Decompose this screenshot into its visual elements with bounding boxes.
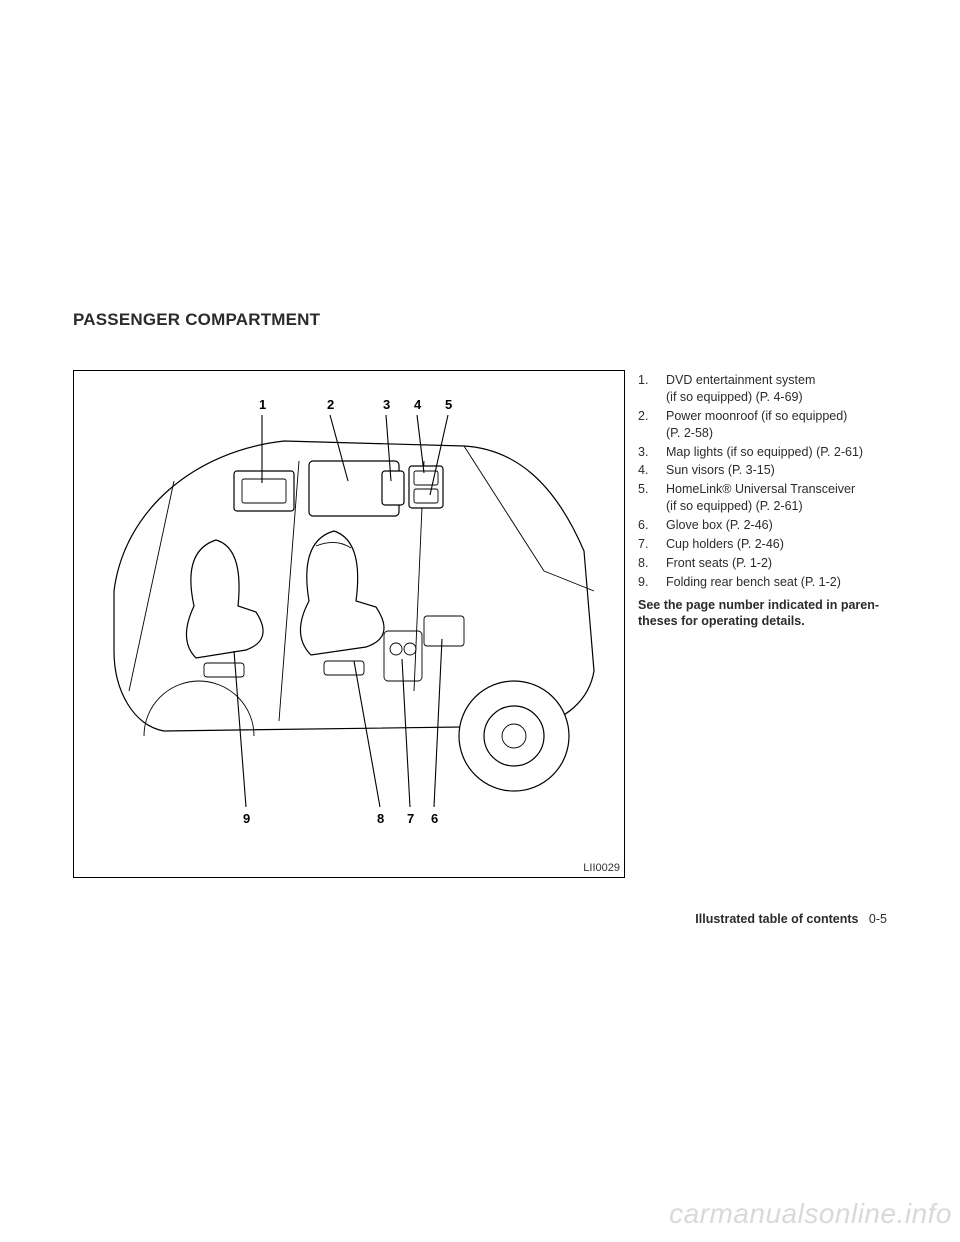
list-item: 6.Glove box (P. 2-46) xyxy=(638,517,888,534)
callout-9: 9 xyxy=(243,811,250,826)
figure-container: 1 2 3 4 5 9 8 7 6 LII0029 xyxy=(73,370,625,878)
callout-8: 8 xyxy=(377,811,384,826)
callout-3: 3 xyxy=(383,397,390,412)
item-list: 1.DVD entertainment system(if so equippe… xyxy=(638,372,888,630)
callout-7: 7 xyxy=(407,811,414,826)
list-item: 3.Map lights (if so equipped) (P. 2-61) xyxy=(638,444,888,461)
callout-4: 4 xyxy=(414,397,422,412)
page: PASSENGER COMPARTMENT xyxy=(0,0,960,1242)
vehicle-diagram: 1 2 3 4 5 9 8 7 6 xyxy=(84,391,614,851)
list-item: 8.Front seats (P. 1-2) xyxy=(638,555,888,572)
list-item: 5.HomeLink® Universal Transceiver(if so … xyxy=(638,481,888,515)
callout-5: 5 xyxy=(445,397,452,412)
footer-page-number: 0-5 xyxy=(869,912,887,926)
callout-1: 1 xyxy=(259,397,266,412)
page-footer: Illustrated table of contents 0-5 xyxy=(695,912,887,926)
section-title: PASSENGER COMPARTMENT xyxy=(73,310,320,330)
list-item: 1.DVD entertainment system(if so equippe… xyxy=(638,372,888,406)
operating-note: See the page number indicated in paren-t… xyxy=(638,597,888,631)
watermark: carmanualsonline.info xyxy=(669,1198,952,1230)
figure-id: LII0029 xyxy=(583,862,620,874)
list-item: 7.Cup holders (P. 2-46) xyxy=(638,536,888,553)
list-item: 2.Power moonroof (if so equipped)(P. 2-5… xyxy=(638,408,888,442)
footer-section: Illustrated table of contents xyxy=(695,912,858,926)
callout-6: 6 xyxy=(431,811,438,826)
callout-2: 2 xyxy=(327,397,334,412)
list-item: 4.Sun visors (P. 3-15) xyxy=(638,462,888,479)
list-item: 9.Folding rear bench seat (P. 1-2) xyxy=(638,574,888,591)
